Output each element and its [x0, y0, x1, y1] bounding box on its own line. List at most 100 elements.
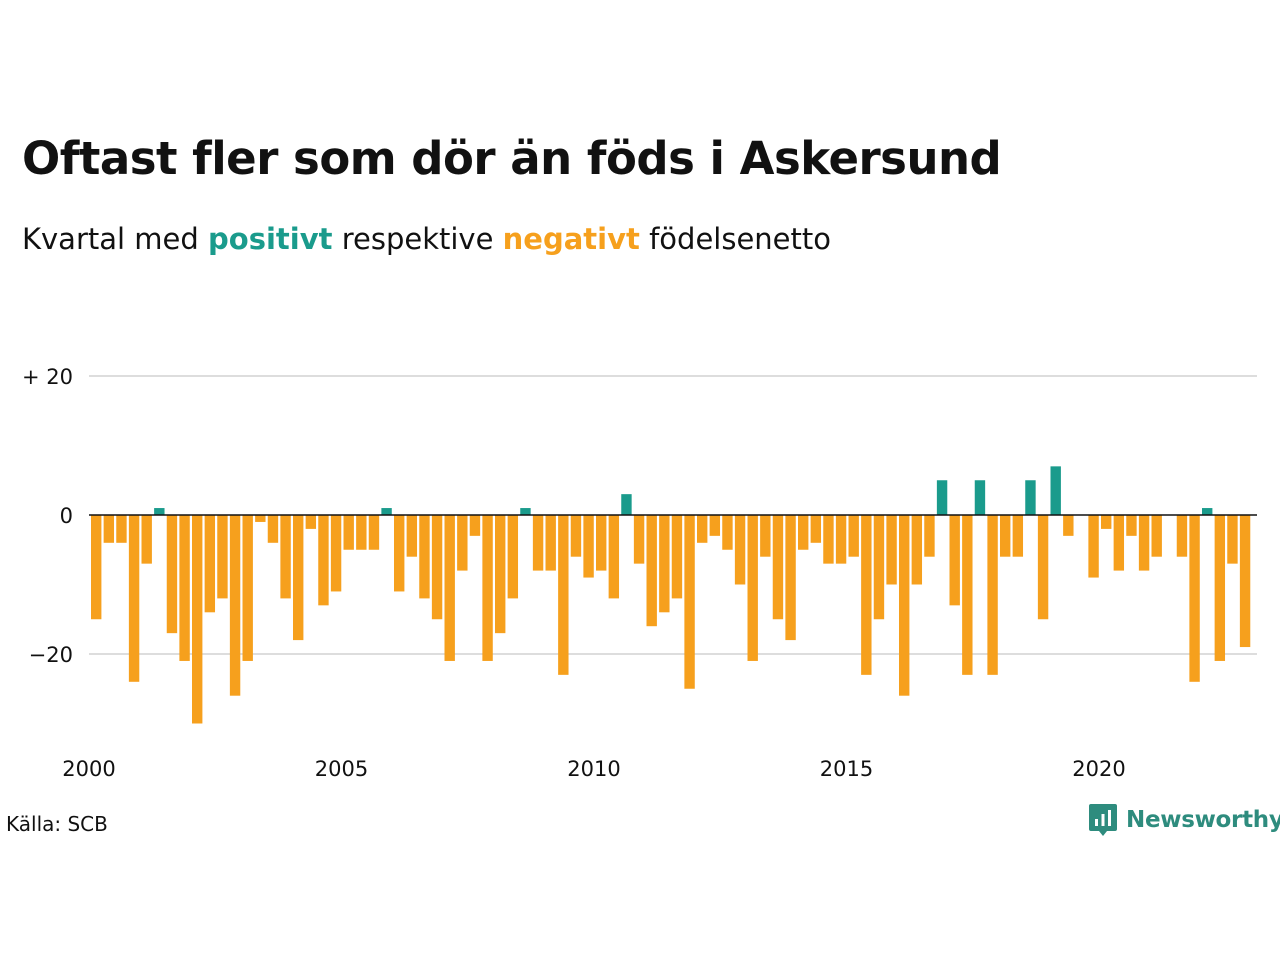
subtitle-positive-label: positivt — [208, 222, 333, 256]
bar-2000-Q4 — [128, 515, 140, 682]
bar-2012-Q1 — [697, 515, 708, 543]
x-tick-label: 2000 — [62, 757, 115, 781]
bar-2020-Q4 — [1138, 515, 1150, 571]
bar-2007-Q3 — [469, 515, 481, 536]
bar-2020-Q2 — [1113, 515, 1125, 571]
y-tick-label: 0 — [60, 504, 73, 528]
bar-2019-Q1 — [1050, 466, 1061, 515]
bar-2005-Q2 — [356, 515, 367, 550]
bar-2006-Q3 — [419, 515, 430, 599]
bar-2022-Q3 — [1227, 515, 1238, 564]
bar-2008-Q4 — [532, 515, 544, 571]
chart-title: Oftast fler som dör än föds i Askersund — [22, 132, 1002, 185]
subtitle-text-middle: respektive — [332, 222, 503, 256]
bar-2013-Q3 — [772, 515, 784, 620]
bar-2013-Q2 — [760, 515, 771, 557]
brand-logo: Newsworthy — [1088, 802, 1280, 838]
bar-2004-Q1 — [293, 515, 304, 641]
bar-2017-Q4 — [987, 515, 998, 675]
bar-2010-Q2 — [608, 515, 620, 599]
x-tick-label: 2020 — [1072, 757, 1125, 781]
bar-2012-Q3 — [722, 515, 733, 550]
bar-2015-Q2 — [861, 515, 872, 675]
bar-2021-Q3 — [1176, 515, 1188, 557]
bar-2022-Q2 — [1214, 515, 1226, 661]
bar-2015-Q1 — [848, 515, 859, 557]
bar-2014-Q4 — [835, 515, 847, 564]
bar-2003-Q4 — [280, 515, 291, 599]
bar-2003-Q1 — [242, 515, 253, 661]
bar-2005-Q3 — [368, 515, 380, 550]
bar-2016-Q1 — [899, 515, 910, 696]
bar-2020-Q1 — [1101, 515, 1112, 529]
bar-2011-Q1 — [646, 515, 657, 627]
bar-2021-Q4 — [1189, 515, 1200, 682]
bar-2020-Q3 — [1126, 515, 1137, 536]
y-tick-label: −20 — [29, 643, 73, 667]
bar-2013-Q4 — [785, 515, 796, 641]
bar-2011-Q4 — [684, 515, 695, 689]
bar-2002-Q1 — [192, 515, 203, 724]
bar-2008-Q1 — [495, 515, 506, 634]
bar-2000-Q1 — [91, 515, 102, 620]
bar-2004-Q3 — [318, 515, 329, 606]
bar-2001-Q4 — [179, 515, 190, 661]
bar-2002-Q2 — [204, 515, 216, 613]
bar-2015-Q3 — [873, 515, 885, 620]
bar-2008-Q2 — [507, 515, 519, 599]
bar-2012-Q4 — [734, 515, 746, 585]
bar-2017-Q2 — [962, 515, 973, 675]
bar-2000-Q2 — [103, 515, 115, 543]
source-note: Källa: SCB — [6, 812, 108, 836]
bar-2016-Q4 — [936, 480, 948, 515]
bar-2021-Q1 — [1151, 515, 1162, 557]
bar-2017-Q3 — [974, 480, 986, 515]
bar-2006-Q2 — [406, 515, 418, 557]
bar-2006-Q1 — [394, 515, 405, 592]
bar-2001-Q1 — [141, 515, 152, 564]
bar-2014-Q3 — [823, 515, 834, 564]
bar-2007-Q4 — [482, 515, 493, 661]
bar-2003-Q2 — [255, 515, 266, 522]
bar-2011-Q3 — [671, 515, 683, 599]
bar-2010-Q1 — [596, 515, 607, 571]
bar-2014-Q2 — [810, 515, 822, 543]
bar-2008-Q3 — [520, 508, 531, 515]
bar-2007-Q1 — [444, 515, 455, 661]
bar-2018-Q3 — [1025, 480, 1036, 515]
bar-2003-Q3 — [267, 515, 279, 543]
bar-2001-Q2 — [154, 508, 165, 515]
x-tick-label: 2005 — [315, 757, 368, 781]
bar-2012-Q2 — [709, 515, 721, 536]
bar-2001-Q3 — [166, 515, 178, 634]
bar-2010-Q4 — [633, 515, 645, 564]
bar-2000-Q3 — [116, 515, 127, 543]
bar-2009-Q2 — [558, 515, 569, 675]
bar-2002-Q4 — [229, 515, 241, 696]
bar-2007-Q2 — [457, 515, 468, 571]
bar-2002-Q3 — [217, 515, 228, 599]
bar-2018-Q2 — [1012, 515, 1024, 557]
bar-2006-Q4 — [431, 515, 443, 620]
subtitle-text-after: födelsenetto — [639, 222, 831, 256]
bar-2009-Q3 — [570, 515, 582, 557]
bar-2013-Q1 — [747, 515, 758, 661]
bar-2014-Q1 — [798, 515, 809, 550]
bar-2005-Q4 — [381, 508, 392, 515]
bar-2018-Q1 — [1000, 515, 1011, 557]
bar-2019-Q4 — [1088, 515, 1099, 578]
x-tick-label: 2015 — [820, 757, 873, 781]
bar-2004-Q2 — [305, 515, 317, 529]
bar-2009-Q4 — [583, 515, 594, 578]
newsworthy-logo-icon — [1089, 804, 1117, 836]
chart-subtitle: Kvartal med positivt respektive negativt… — [22, 222, 831, 256]
subtitle-negative-label: negativt — [502, 222, 640, 256]
bar-2004-Q4 — [330, 515, 342, 592]
bar-2015-Q4 — [886, 515, 897, 585]
bar-2011-Q2 — [659, 515, 670, 613]
bar-2022-Q1 — [1202, 508, 1213, 515]
bar-2018-Q4 — [1037, 515, 1049, 620]
bar-2010-Q3 — [621, 494, 632, 515]
y-tick-label: + 20 — [22, 365, 73, 389]
